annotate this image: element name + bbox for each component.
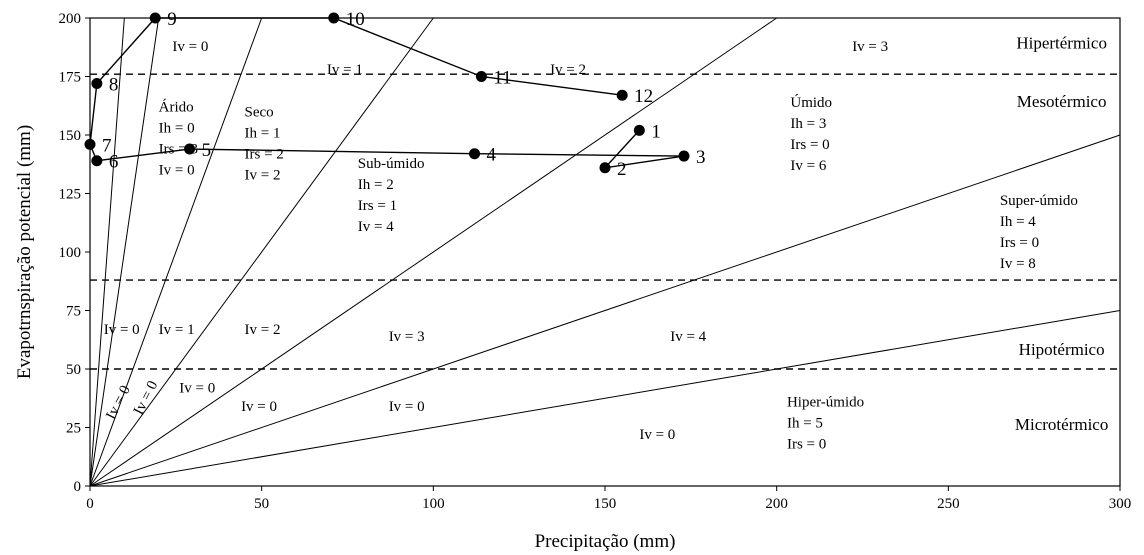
data-point-4 [469,148,481,160]
region-label-15: Iv = 4 [670,329,706,345]
region-label-19: Iv = 0 [639,427,675,443]
region-label-21: Iv = 0 [131,378,162,417]
region-label-8: Úmido Ih = 3 Irs = 0 Iv = 6 [790,94,832,174]
boundary-line-1 [89,17,125,487]
data-point-6 [91,155,103,167]
boundary-line-3 [89,17,263,487]
region-label-18: Iv = 0 [389,399,425,415]
point-label-4: 4 [487,145,497,166]
boundary-line-5 [89,17,777,487]
data-point-2 [599,162,611,174]
y-tick-label-150: 150 [59,128,82,144]
region-label-3: Iv = 2 [550,62,586,78]
region-label-17: Iv = 0 [241,399,277,415]
thermal-zone-label-2: Mesotérmico [1017,92,1107,111]
region-label-6: Seco Ih = 1 Irs = 2 Iv = 2 [245,104,284,183]
x-tick-label-50: 50 [254,496,269,512]
boundary-line-2 [89,17,160,487]
point-label-6: 6 [109,152,119,173]
point-label-5: 5 [202,140,212,161]
y-tick-label-200: 200 [59,11,82,27]
thermal-zone-label-3: Hipotérmico [1019,340,1105,359]
data-point-5 [184,143,196,155]
thermal-zone-label-4: Microtérmico [1015,415,1108,434]
region-label-4: Iv = 3 [852,39,888,55]
x-tick-label-0: 0 [86,496,94,512]
point-label-11: 11 [493,68,511,89]
data-point-11 [475,71,487,82]
point-label-8: 8 [109,75,119,96]
point-label-7: 7 [102,135,112,156]
region-label-14: Iv = 3 [389,329,425,345]
y-tick-label-0: 0 [74,479,82,495]
y-tick-label-75: 75 [66,304,81,320]
region-label-1: Iv = 0 [172,39,208,55]
region-boundary-lines [89,17,1121,487]
data-point-3 [678,150,690,162]
data-point-8 [91,78,103,90]
region-label-16: Iv = 0 [179,380,215,396]
point-label-12: 12 [634,86,653,107]
region-label-7: Sub-úmido Ih = 2 Irs = 1 Iv = 4 [358,156,425,235]
x-tick-label-200: 200 [765,496,788,512]
boundary-line-4 [89,17,434,487]
thermal-labels: Hipertérmico Mesotérmico Hipotérmico Microt… [1015,33,1108,433]
region-label-13: Iv = 2 [245,322,281,338]
x-tick-label-100: 100 [422,496,445,512]
x-axis-title: Precipitação (mm) [535,531,676,552]
thermal-zone-label-1: Hipertérmico [1016,33,1107,52]
data-point-1 [633,124,645,136]
y-tick-label-50: 50 [66,362,81,378]
region-labels: Iv = 0 Iv = 1 Iv = 2 Iv = 3 Árido Ih = 0 Irs =… [103,39,1078,453]
plot-frame [89,17,1121,487]
region-label-20: Iv = 0 [103,383,134,422]
region-label-10: Hiper-úmido Ih = 5 Irs = 0 [787,394,864,452]
point-label-1: 1 [651,121,661,142]
point-label-10: 10 [346,9,365,30]
x-tick-label-250: 250 [937,496,960,512]
y-tick-label-125: 125 [59,187,82,203]
series-line [89,17,685,169]
boundary-line-6 [89,134,1121,487]
region-label-2: Iv = 1 [327,62,363,78]
point-label-2: 2 [617,159,627,180]
x-tick-label-150: 150 [594,496,617,512]
y-tick-label-175: 175 [59,70,82,86]
region-label-11: Iv = 0 [104,322,140,338]
x-tick-label-300: 300 [1109,496,1132,512]
y-axis-title: Evapotrnspiração potencial (mm) [14,125,35,379]
region-label-5: Árido Ih = 0 Irs = 3 Iv = 0 [159,99,198,179]
y-tick-label-25: 25 [66,421,81,437]
region-label-9: Super-úmido Ih = 4 Irs = 0 Iv = 8 [1000,193,1078,272]
point-label-9: 9 [167,9,177,30]
region-label-12: Iv = 1 [159,322,195,338]
data-point-12 [616,89,628,101]
point-label-3: 3 [696,147,706,168]
boundary-line-7 [89,310,1121,487]
y-tick-label-100: 100 [59,245,82,261]
